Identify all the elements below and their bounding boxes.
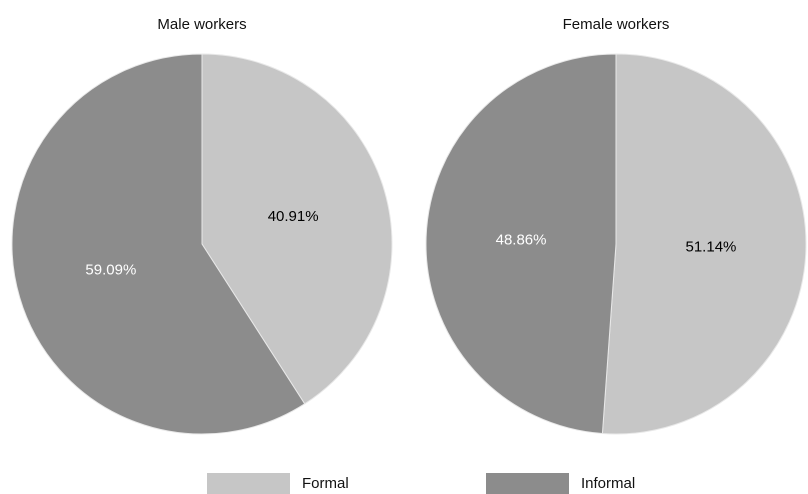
legend-label: Formal bbox=[302, 475, 349, 492]
pie-slice bbox=[425, 53, 617, 435]
legend-swatch bbox=[486, 473, 569, 494]
legend-swatch bbox=[207, 473, 290, 494]
legend-label: Informal bbox=[581, 475, 635, 492]
data-label: 51.14% bbox=[686, 238, 737, 255]
pie-slice bbox=[11, 53, 306, 435]
pie-slice bbox=[601, 53, 807, 435]
chart-title: Female workers bbox=[563, 16, 670, 33]
data-label: 59.09% bbox=[85, 262, 136, 279]
data-label: 48.86% bbox=[496, 232, 547, 249]
pie-slice bbox=[201, 53, 393, 405]
chart-title: Male workers bbox=[157, 16, 246, 33]
data-label: 40.91% bbox=[268, 208, 319, 225]
